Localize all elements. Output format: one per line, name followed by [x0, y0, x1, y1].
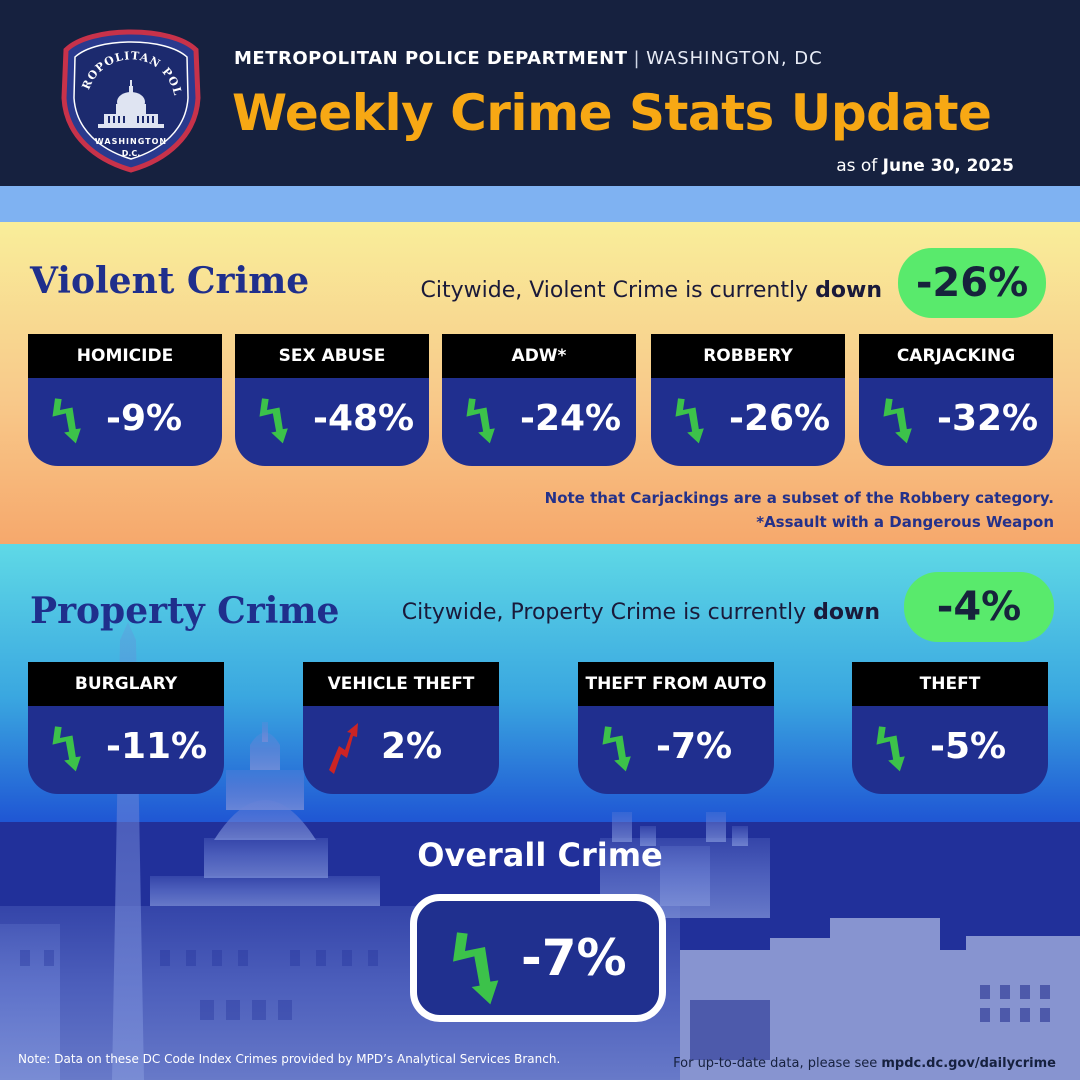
as-of-date-value: June 30, 2025	[882, 156, 1014, 176]
stat-label: THEFT FROM AUTO	[578, 662, 774, 706]
overall-crime-value: -7%	[521, 929, 627, 987]
stat-label: SEX ABUSE	[235, 334, 429, 378]
stat-value-box: -48%	[235, 378, 429, 466]
stat-card-vehicle-theft: VEHICLE THEFT 2%	[303, 662, 499, 794]
stat-card-burglary: BURGLARY -11%	[28, 662, 224, 794]
stat-value-box: -9%	[28, 378, 222, 466]
header-divider-stripe	[0, 186, 1080, 222]
adw-footnote: *Assault with a Dangerous Weapon	[756, 513, 1054, 531]
stat-value: -11%	[106, 726, 208, 767]
stat-label: CARJACKING	[859, 334, 1053, 378]
stat-card-theft-from-auto: THEFT FROM AUTO -7%	[578, 662, 774, 794]
violent-summary-prefix: Citywide, Violent Crime is currently	[420, 278, 809, 303]
stat-value: -32%	[937, 398, 1039, 439]
stat-value-box: -32%	[859, 378, 1053, 466]
stat-card-robbery: ROBBERY -26%	[651, 334, 845, 466]
stat-label: BURGLARY	[28, 662, 224, 706]
stat-value-box: -5%	[852, 706, 1048, 794]
trend-down-arrow-icon	[675, 398, 704, 444]
stat-value-box: -26%	[651, 378, 845, 466]
stat-card-theft: THEFT -5%	[852, 662, 1048, 794]
stat-value: -26%	[729, 398, 831, 439]
department-line: METROPOLITAN POLICE DEPARTMENT | WASHINGTO…	[234, 48, 823, 69]
department-name: METROPOLITAN POLICE DEPARTMENT	[234, 48, 628, 69]
trend-down-arrow-icon	[602, 726, 631, 772]
stat-label: VEHICLE THEFT	[303, 662, 499, 706]
as-of-prefix: as of	[836, 156, 878, 176]
stat-value-box: -11%	[28, 706, 224, 794]
trend-down-arrow-icon	[453, 932, 499, 1005]
department-city: WASHINGTON, DC	[646, 48, 823, 69]
stat-label: THEFT	[852, 662, 1048, 706]
stat-label: HOMICIDE	[28, 334, 222, 378]
stat-label: ROBBERY	[651, 334, 845, 378]
as-of-date: as of June 30, 2025	[836, 156, 1014, 176]
stat-value: -7%	[656, 726, 733, 767]
violent-crime-title: Violent Crime	[30, 260, 310, 302]
property-summary-badge: -4%	[904, 572, 1054, 642]
property-summary-direction: down	[813, 600, 880, 625]
violent-notes: Note that Carjackings are a subset of th…	[545, 486, 1054, 534]
overall-crime-title: Overall Crime	[417, 836, 663, 874]
data-source-note: Note: Data on these DC Code Index Crimes…	[18, 1052, 561, 1066]
carjacking-note: Note that Carjackings are a subset of th…	[544, 489, 1054, 507]
trend-down-arrow-icon	[52, 398, 81, 444]
violent-summary-direction: down	[815, 278, 882, 303]
property-summary: Citywide, Property Crime is currently do…	[402, 600, 880, 625]
trend-down-arrow-icon	[466, 398, 495, 444]
trend-down-arrow-icon	[876, 726, 905, 772]
stat-card-homicide: HOMICIDE -9%	[28, 334, 222, 466]
stat-value-box: -24%	[442, 378, 636, 466]
badge-bottom-text: WASHINGTON	[95, 137, 167, 146]
footer-link-line: For up-to-date data, please see mpdc.dc.…	[673, 1056, 1056, 1071]
mpd-badge-logo: METROPOLITAN POLICE WASHINGTON D.C.	[60, 28, 201, 173]
stat-value: -9%	[106, 398, 183, 439]
property-summary-prefix: Citywide, Property Crime is currently	[401, 600, 807, 625]
stat-value: -24%	[520, 398, 622, 439]
stat-value-box: 2%	[303, 706, 499, 794]
badge-sub-text: D.C.	[122, 149, 141, 158]
violent-summary: Citywide, Violent Crime is currently dow…	[421, 278, 882, 303]
stat-value: 2%	[381, 726, 443, 767]
trend-down-arrow-icon	[259, 398, 288, 444]
header: METROPOLITAN POLICE WASHINGTON D.C. METR…	[0, 0, 1080, 186]
department-separator: |	[633, 48, 641, 69]
property-crime-title: Property Crime	[30, 590, 340, 632]
stat-value: -48%	[313, 398, 415, 439]
violent-crime-section: Violent Crime Citywide, Violent Crime is…	[0, 222, 1080, 544]
trend-up-arrow-icon	[329, 723, 358, 774]
stat-card-carjacking: CARJACKING -32%	[859, 334, 1053, 466]
footer-link-prefix: For up-to-date data, please see	[673, 1056, 878, 1071]
trend-down-arrow-icon	[52, 726, 81, 772]
trend-down-arrow-icon	[883, 398, 912, 444]
stat-label: ADW*	[442, 334, 636, 378]
stat-value: -5%	[930, 726, 1007, 767]
daily-crime-link[interactable]: mpdc.dc.gov/dailycrime	[881, 1056, 1056, 1071]
stat-card-adw: ADW* -24%	[442, 334, 636, 466]
page-title: Weekly Crime Stats Update	[232, 84, 992, 142]
stat-value-box: -7%	[578, 706, 774, 794]
violent-summary-badge: -26%	[898, 248, 1046, 318]
overall-crime-box: -7%	[410, 894, 666, 1022]
stat-card-sex-abuse: SEX ABUSE -48%	[235, 334, 429, 466]
